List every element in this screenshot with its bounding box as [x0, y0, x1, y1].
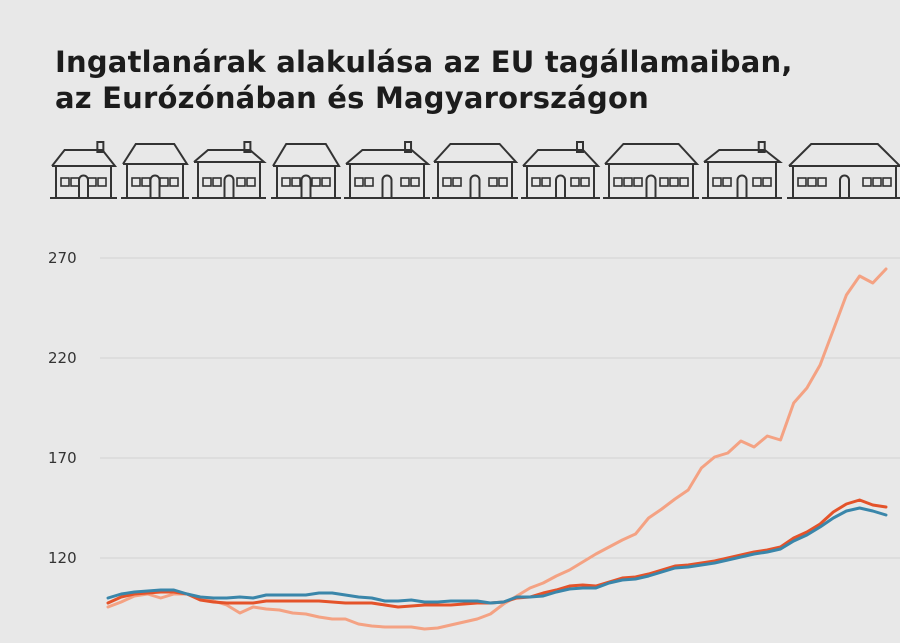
chart-title-line-2: az Eurózónában és Magyarországon [55, 81, 649, 115]
house-icon [702, 141, 783, 199]
houses-decoration [50, 141, 900, 199]
chart-title-line-1: Ingatlanárak alakulása az EU tagállamaib… [55, 45, 793, 79]
house-icon [432, 143, 519, 199]
y-tick-label: 270 [48, 249, 77, 267]
y-tick-label: 220 [48, 349, 77, 367]
y-axis-ticks: 120 170 220 270 [48, 249, 77, 567]
gridlines [100, 257, 900, 559]
house-icon [50, 141, 118, 199]
house-icon [192, 141, 267, 199]
chart-title: Ingatlanárak alakulása az EU tagállamaib… [55, 44, 793, 116]
series-line-1 [106, 267, 888, 631]
series-lines [106, 267, 888, 631]
y-tick-label: 170 [48, 449, 77, 467]
series-line-2 [106, 498, 888, 609]
y-tick-label: 120 [48, 549, 77, 567]
house-icon [271, 143, 341, 199]
house-icon [603, 143, 700, 199]
house-icon [787, 143, 900, 199]
series-line-3 [106, 506, 888, 605]
house-icon [121, 143, 189, 199]
house-icon [521, 141, 601, 199]
house-icon [344, 141, 431, 199]
